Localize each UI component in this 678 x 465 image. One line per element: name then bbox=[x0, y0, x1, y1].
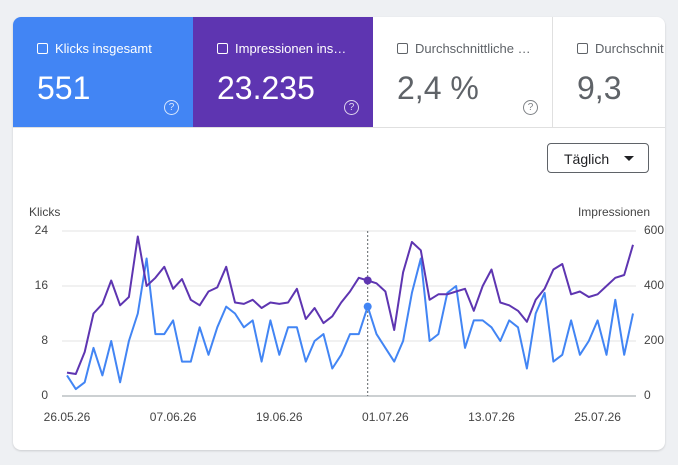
y-tick-label: 8 bbox=[41, 333, 48, 347]
y-tick-label: 24 bbox=[35, 223, 49, 237]
metric-tab[interactable]: Klicks insgesamt 551 ? bbox=[13, 17, 193, 127]
metric-tab[interactable]: Durchschnit 9,3 bbox=[553, 17, 665, 127]
y2-tick-label: 600 bbox=[644, 223, 664, 237]
x-tick-label: 26.05.26 bbox=[44, 410, 91, 424]
metric-tab[interactable]: Durchschnittliche … 2,4 % ? bbox=[373, 17, 553, 127]
dropdown-label: Täglich bbox=[564, 151, 610, 167]
series-line bbox=[66, 235, 634, 375]
metric-label: Durchschnit bbox=[595, 41, 664, 56]
period-dropdown[interactable]: Täglich bbox=[547, 143, 649, 173]
metric-value: 551 bbox=[37, 70, 91, 106]
metric-label: Durchschnittliche … bbox=[415, 41, 531, 56]
checkbox[interactable] bbox=[37, 43, 48, 54]
hover-point bbox=[363, 276, 372, 285]
series-line bbox=[66, 257, 634, 391]
y-tick-label: 0 bbox=[41, 388, 48, 402]
metric-value: 9,3 bbox=[577, 70, 622, 106]
y2-tick-label: 200 bbox=[644, 333, 664, 347]
x-tick-label: 13.07.26 bbox=[468, 410, 515, 424]
help-icon[interactable]: ? bbox=[344, 100, 359, 115]
y2-axis-label: Impressionen bbox=[578, 205, 650, 219]
metric-tab[interactable]: Impressionen ins… 23.235 ? bbox=[193, 17, 373, 127]
y-tick-label: 16 bbox=[35, 278, 49, 292]
dropdown-arrow bbox=[624, 156, 634, 161]
metric-label: Klicks insgesamt bbox=[55, 41, 152, 56]
x-tick-label: 01.07.26 bbox=[362, 410, 409, 424]
checkbox[interactable] bbox=[217, 43, 228, 54]
hover-point bbox=[363, 302, 372, 311]
y2-tick-label: 400 bbox=[644, 278, 664, 292]
help-icon[interactable]: ? bbox=[523, 100, 538, 115]
checkbox[interactable] bbox=[397, 43, 408, 54]
metric-value: 23.235 bbox=[217, 70, 315, 106]
x-tick-label: 19.06.26 bbox=[256, 410, 303, 424]
help-icon[interactable]: ? bbox=[164, 100, 179, 115]
x-tick-label: 25.07.26 bbox=[574, 410, 621, 424]
y2-tick-label: 0 bbox=[644, 388, 651, 402]
metric-label: Impressionen ins… bbox=[235, 41, 347, 56]
divider bbox=[13, 127, 665, 128]
x-tick-label: 07.06.26 bbox=[150, 410, 197, 424]
checkbox[interactable] bbox=[577, 43, 588, 54]
metric-value: 2,4 % bbox=[397, 70, 479, 106]
y-axis-label: Klicks bbox=[29, 205, 60, 219]
